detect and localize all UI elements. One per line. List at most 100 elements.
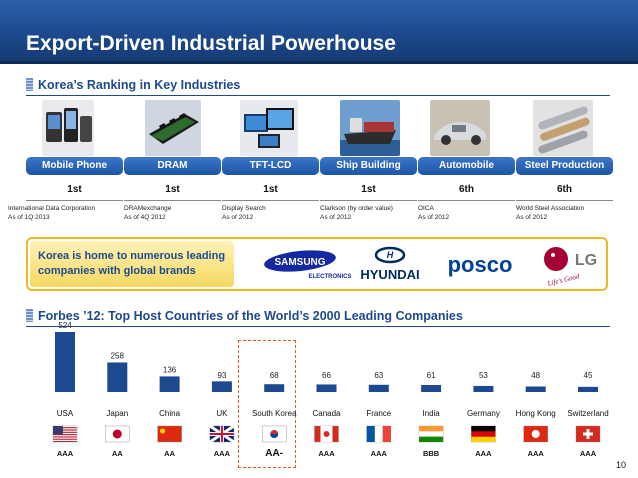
flag-usa-icon [52, 425, 78, 443]
industry-label-dram: DRAM [124, 157, 221, 175]
rank-divider [320, 200, 417, 201]
rank-tft-lcd: 1st [263, 184, 278, 195]
global-brands-text: Korea is home to numerous leading compan… [30, 241, 234, 287]
source-date-mobile-phone: As of 1Q 2013 [8, 214, 50, 221]
section-bullet-icon [26, 309, 33, 322]
credit-rating-label: AAA [214, 449, 231, 458]
page-number: 10 [615, 460, 626, 470]
value-label: 53 [479, 371, 488, 380]
ship-image [340, 100, 400, 156]
bar-germany [473, 385, 494, 392]
global-brands-box: Korea is home to numerous leading compan… [26, 237, 608, 291]
value-label: 136 [163, 365, 177, 374]
industry-label-tft-lcd: TFT-LCD [222, 157, 319, 175]
value-label: 48 [531, 371, 540, 380]
source-tft-lcd: Display Search [222, 205, 266, 212]
mobile-phone-image [42, 100, 94, 156]
samsung-logo: SAMSUNG ELECTRONICS [264, 250, 352, 280]
rank-divider [418, 200, 515, 201]
credit-rating-label: AAA [528, 449, 545, 458]
value-label: 45 [584, 371, 593, 380]
source-steel-production: World Steel Association [516, 205, 585, 212]
value-label: 258 [111, 351, 125, 360]
source-date-tft-lcd: As of 2012 [222, 214, 254, 221]
bar-switzerland [578, 386, 598, 392]
source-date-steel-production: As of 2012 [516, 214, 548, 221]
flag-india-icon [418, 425, 444, 443]
source-dram: DRAMexchange [124, 205, 172, 212]
value-label: 61 [427, 371, 436, 380]
industry-label-automobile: Automobile [418, 157, 515, 175]
page-title: Export-Driven Industrial Powerhouse [26, 32, 396, 55]
credit-rating-label: AA- [265, 448, 283, 459]
source-ship-building: Clarkson (by order value) [320, 205, 393, 212]
bar-south-korea [264, 384, 285, 392]
rank-steel-production: 6th [557, 184, 572, 195]
rank-divider [124, 200, 221, 201]
section-heading-text: Forbes ’12: Top Host Countries of the Wo… [38, 309, 463, 323]
posco-wordmark: posco [448, 252, 513, 277]
industry-label-mobile-phone: Mobile Phone [26, 157, 123, 175]
bar-canada [316, 384, 337, 392]
tft-lcd-image [240, 100, 298, 156]
rank-ship-building: 1st [361, 184, 376, 195]
credit-rating-label: AAA [371, 449, 388, 458]
bar-hong-kong [525, 386, 546, 392]
credit-rating-label: AAA [580, 449, 597, 458]
industry-label-steel-production: Steel Production [516, 157, 613, 175]
hyundai-wordmark: HYUNDAI [360, 267, 419, 282]
rank-dram: 1st [165, 184, 180, 195]
flag-japan-icon [105, 425, 130, 443]
flag-germany-icon [471, 425, 496, 443]
category-label: Japan [106, 409, 128, 418]
credit-rating-label: AAA [57, 449, 74, 458]
section-heading-text: Korea’s Ranking in Key Industries [38, 78, 241, 92]
source-date-dram: As of 4Q 2012 [124, 214, 166, 221]
title-bar: Export-Driven Industrial Powerhouse [0, 0, 638, 64]
credit-rating-label: AA [112, 449, 123, 458]
divider [26, 326, 610, 327]
hyundai-logo: H HYUNDAI [360, 246, 420, 282]
posco-logo: posco [448, 252, 513, 277]
source-date-automobile: As of 2012 [418, 214, 450, 221]
category-label: South Korea [252, 409, 297, 418]
bar-france [368, 384, 389, 392]
value-label: 93 [217, 371, 226, 380]
bar-china [159, 376, 180, 392]
flag-china-icon [157, 425, 182, 443]
category-label: Germany [467, 409, 500, 418]
bar-uk [211, 381, 232, 392]
automobile-image [430, 100, 490, 156]
credit-rating-label: BBB [423, 449, 440, 458]
category-label: Canada [312, 409, 341, 418]
industry-label-ship-building: Ship Building [320, 157, 417, 175]
section-bullet-icon [26, 78, 33, 91]
flag-south-korea-icon [262, 425, 287, 443]
samsung-sub-wordmark: ELECTRONICS [308, 274, 351, 280]
forbes-bar-chart: 524 258 136 93 68 66 63 61 53 48 45 USA Japan China U… [52, 321, 609, 459]
flag-switzerland-icon [575, 425, 601, 443]
value-label: 68 [270, 371, 279, 380]
rank-divider [516, 200, 613, 201]
rank-automobile: 6th [459, 184, 474, 195]
flag-canada-icon [314, 425, 339, 443]
rank-divider [222, 200, 319, 201]
lg-tagline: Life's Good [546, 272, 581, 287]
brand-logos: SAMSUNG ELECTRONICS H HYUNDAI posco LG L… [264, 246, 597, 287]
rank-divider [26, 200, 123, 201]
value-label: 66 [322, 371, 331, 380]
flag-hong-kong-icon [523, 425, 548, 443]
credit-rating-label: AA [164, 449, 175, 458]
flag-uk-icon [209, 424, 235, 444]
bar-usa [55, 332, 75, 392]
value-label: 63 [374, 371, 383, 380]
credit-rating-label: AAA [475, 449, 492, 458]
flag-france-icon [366, 425, 391, 443]
bar-india [421, 385, 442, 392]
category-label: China [159, 409, 180, 418]
category-label: Switzerland [567, 409, 608, 418]
steel-image [533, 100, 593, 156]
source-automobile: OICA [418, 205, 434, 212]
credit-rating-label: AAA [318, 449, 335, 458]
samsung-wordmark: SAMSUNG [274, 257, 325, 268]
